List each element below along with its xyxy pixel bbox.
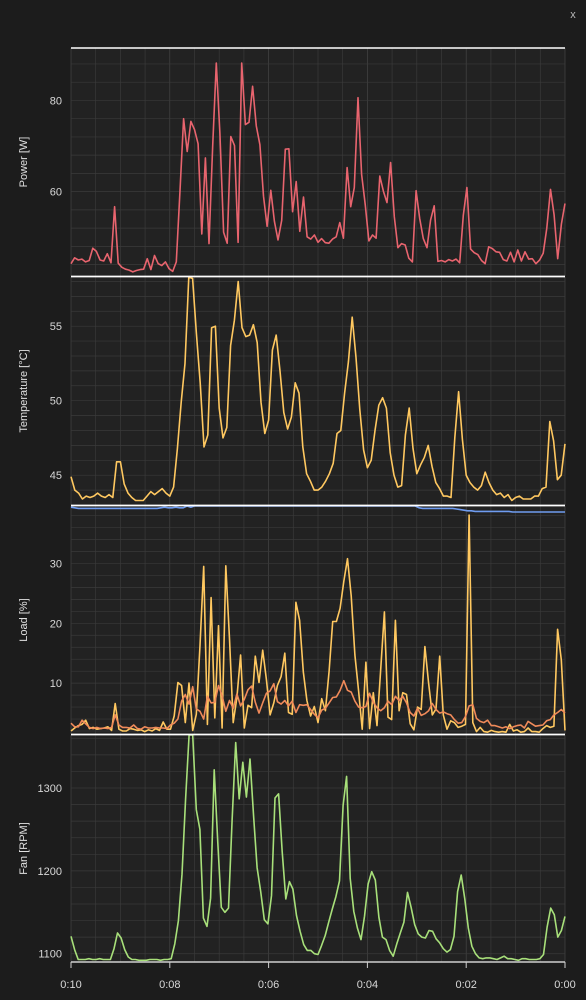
load-ytick-label: 20 [50, 618, 62, 630]
power-ytick-label: 60 [50, 187, 62, 199]
temperature-ytick-label: 50 [50, 396, 62, 408]
load-ytick-label: 30 [50, 558, 62, 570]
fan-axis-label: Fan [RPM] [18, 822, 30, 875]
power-series-line [70, 62, 566, 273]
fan-ytick-label: 1300 [38, 783, 62, 795]
load-series-line [70, 514, 566, 734]
temperature-axis-label: Temperature [°C] [18, 349, 30, 432]
load-ytick-label: 10 [50, 678, 62, 690]
load-axis-label: Load [%] [18, 598, 30, 641]
temperature-ytick-label: 55 [50, 321, 62, 333]
x-tick-label: 0:02 [455, 979, 476, 991]
fan-series-line [70, 734, 566, 962]
x-tick-label: 0:06 [258, 979, 279, 991]
x-tick-label: 0:04 [357, 979, 378, 991]
x-tick-label: 0:08 [159, 979, 180, 991]
power-axis-label: Power [W] [18, 137, 30, 188]
x-tick-label: 0:00 [554, 979, 575, 991]
fan-ytick-label: 1200 [38, 866, 62, 878]
close-button[interactable]: x [570, 9, 576, 21]
fan-ytick-label: 1100 [38, 949, 62, 961]
x-tick-label: 0:10 [60, 979, 81, 991]
power-ytick-label: 80 [50, 95, 62, 107]
load-series-line [70, 679, 566, 731]
temperature-ytick-label: 45 [50, 470, 62, 482]
temperature-series-line [70, 276, 566, 502]
